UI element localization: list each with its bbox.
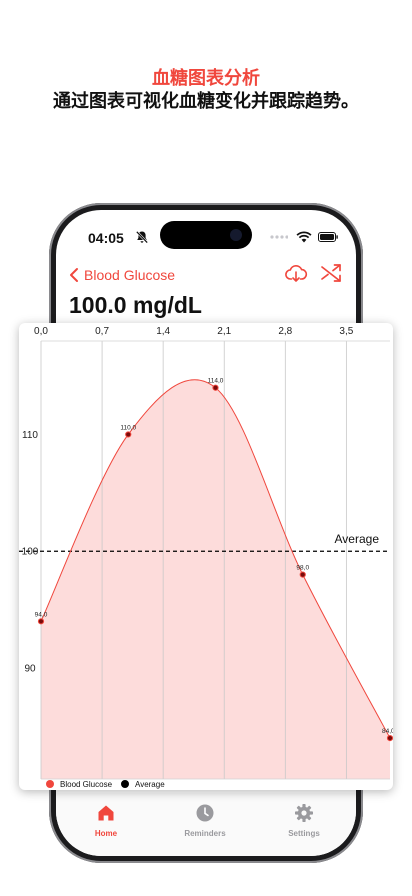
shuffle-icon[interactable] [320, 262, 342, 284]
data-point-label: 110,0 [120, 424, 136, 431]
average-annotation: Average [335, 532, 380, 546]
x-tick-label: 1,4 [156, 326, 170, 337]
camera-icon [230, 229, 242, 241]
data-point-label: 98,0 [296, 565, 309, 572]
chart-canvas: Average 94,0 110,0 114,0 98,0 84,0 0,0 0,7 1,4… [19, 326, 393, 789]
x-tick-label: 2,8 [278, 326, 292, 337]
data-point-label: 114,0 [208, 378, 224, 385]
data-point [125, 431, 132, 438]
tab-reminders-label: Reminders [184, 829, 226, 838]
legend-label-glucose: Blood Glucose [60, 780, 113, 789]
gear-icon [295, 804, 313, 822]
x-tick-label: 0,0 [34, 326, 48, 337]
promo-subtitle: 通过图表可视化血糖变化并跟踪趋势。 [53, 91, 359, 112]
house-icon [98, 805, 114, 821]
wifi-icon [296, 231, 312, 243]
back-button[interactable]: Blood Glucose [68, 264, 175, 286]
signal-dots-icon [270, 235, 288, 239]
dynamic-island [160, 221, 252, 249]
tab-settings-label: Settings [288, 829, 320, 838]
chevron-left-icon [70, 268, 78, 282]
y-tick-label: 110 [22, 430, 38, 441]
glucose-area-fill [41, 379, 390, 779]
tab-reminders[interactable]: Reminders [165, 803, 245, 838]
data-point [37, 618, 45, 625]
legend-swatch-average [121, 780, 129, 788]
data-point-label: 84,0 [382, 728, 393, 735]
data-point [299, 571, 306, 578]
x-tick-label: 0,7 [95, 326, 109, 337]
bell-slash-icon [135, 230, 149, 244]
legend-label-average: Average [135, 780, 165, 789]
glucose-chart[interactable]: Average 94,0 110,0 114,0 98,0 84,0 0,0 0,7 1,4… [19, 323, 393, 790]
data-point [212, 384, 219, 391]
data-point [386, 735, 393, 742]
y-tick-label: 90 [24, 664, 36, 675]
x-tick-label: 2,1 [217, 326, 231, 337]
clock-icon [196, 804, 214, 822]
tab-home-label: Home [94, 829, 118, 838]
cloud-download-icon[interactable] [284, 261, 308, 285]
y-tick-label: 100 [22, 547, 39, 558]
legend-swatch-glucose [46, 780, 54, 788]
tab-bar: Home Reminders [56, 793, 356, 856]
data-point-label: 94,0 [35, 611, 48, 618]
x-tick-label: 3,5 [339, 326, 353, 337]
status-time: 04:05 [88, 230, 124, 246]
promo-title: 血糖图表分析 [152, 68, 260, 89]
current-reading: 100.0 mg/dL [69, 292, 202, 318]
tab-home[interactable]: Home [66, 803, 146, 838]
back-button-label: Blood Glucose [84, 267, 176, 283]
tab-settings[interactable]: Settings [264, 803, 344, 838]
battery-icon [318, 232, 338, 242]
